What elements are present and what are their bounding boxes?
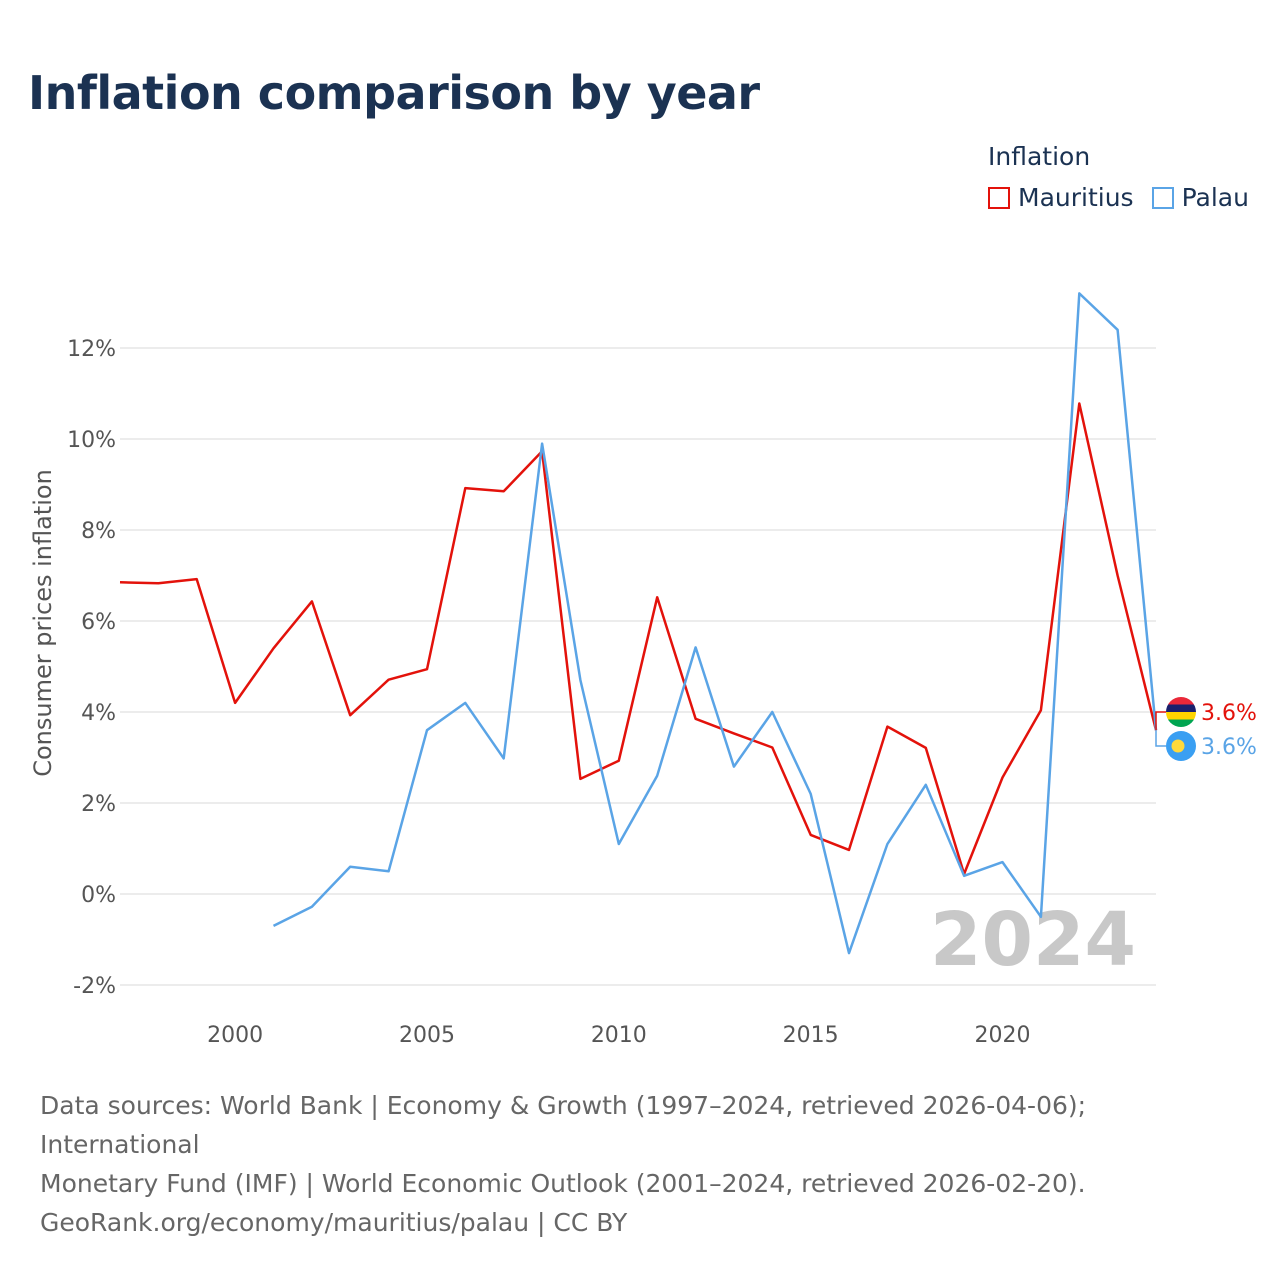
- y-tick-label: 8%: [81, 519, 116, 544]
- x-tick-label: 2015: [783, 1023, 839, 1048]
- y-tick-label: -2%: [73, 974, 116, 999]
- legend-swatch-mauritius: [988, 186, 1010, 209]
- series-line-mauritius: [119, 402, 1158, 876]
- footer-sources-line-1: Data sources: World Bank | Economy & Gro…: [40, 1091, 1087, 1159]
- x-tick-label: 2020: [975, 1023, 1031, 1048]
- y-tick-label: 10%: [67, 428, 116, 453]
- legend-item-palau[interactable]: Palau: [1151, 183, 1249, 212]
- x-axis-ticks: 2000 2005 2010 2015 2020: [207, 1023, 1030, 1048]
- y-axis-label: Consumer prices inflation: [29, 469, 57, 777]
- y-tick-label: 2%: [81, 792, 116, 817]
- footer-sources-line-2: Monetary Fund (IMF) | World Economic Out…: [40, 1169, 1086, 1198]
- y-tick-label: 6%: [81, 610, 116, 635]
- series-line-palau: [272, 292, 1158, 955]
- end-markers: 3.6% 3.6%: [1155, 697, 1257, 761]
- flag-mauritius-icon: [1166, 697, 1196, 727]
- legend-label-palau: Palau: [1181, 183, 1249, 212]
- end-label-mauritius: 3.6%: [1201, 701, 1257, 726]
- end-label-palau: 3.6%: [1201, 735, 1257, 760]
- x-tick-label: 2010: [591, 1023, 647, 1048]
- y-tick-label: 4%: [81, 701, 116, 726]
- x-tick-label: 2005: [399, 1023, 455, 1048]
- year-watermark: 2024: [930, 897, 1136, 983]
- connector-palau: [1155, 730, 1166, 747]
- legend: Inflation Mauritius Palau: [988, 142, 1267, 212]
- legend-label-mauritius: Mauritius: [1018, 183, 1134, 212]
- flag-stripe: [1166, 712, 1196, 720]
- y-tick-label: 0%: [81, 883, 116, 908]
- chart-title: Inflation comparison by year: [28, 66, 760, 120]
- x-tick-label: 2000: [207, 1023, 263, 1048]
- footer-attribution[interactable]: GeoRank.org/economy/mauritius/palau | CC…: [40, 1208, 628, 1237]
- legend-title: Inflation: [988, 142, 1091, 171]
- series: [119, 292, 1158, 955]
- flag-stripe: [1166, 704, 1196, 712]
- y-axis-ticks: -2% 0% 2% 4% 6% 8% 10% 12%: [67, 337, 116, 999]
- footer: Data sources: World Bank | Economy & Gro…: [40, 1086, 1240, 1242]
- legend-swatch-palau: [1151, 186, 1174, 209]
- legend-items: Mauritius Palau: [988, 183, 1267, 212]
- flag-stripe: [1166, 697, 1196, 705]
- line-chart: -2% 0% 2% 4% 6% 8% 10% 12% 2000 2005 2010 2015 2020…: [29, 292, 1257, 1048]
- connector-mauritius: [1155, 711, 1166, 731]
- y-tick-label: 12%: [67, 337, 116, 362]
- flag-palau-disc: [1171, 739, 1185, 753]
- grid: [120, 347, 1156, 986]
- flag-stripe: [1166, 719, 1196, 727]
- legend-item-mauritius[interactable]: Mauritius: [988, 183, 1134, 212]
